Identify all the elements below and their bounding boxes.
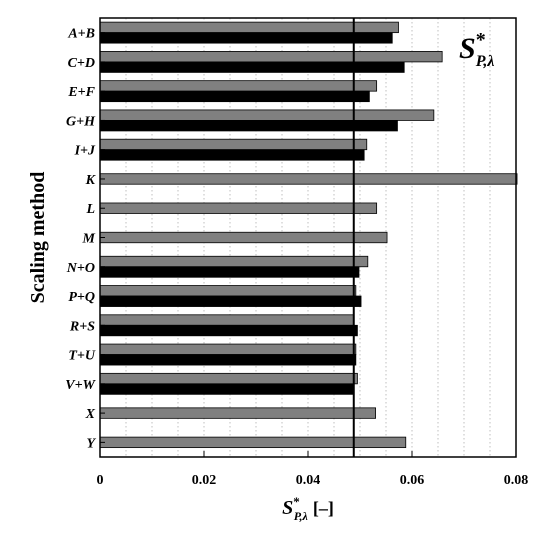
x-tick-label: 0 <box>97 473 104 488</box>
bar-series-1 <box>99 407 377 419</box>
bar-series-1 <box>99 173 518 185</box>
chart-annotation: S* P,λ <box>459 29 495 70</box>
bar-series-2 <box>99 61 405 73</box>
y-category-label: N+O <box>66 261 95 276</box>
bar-series-2 <box>99 149 365 161</box>
bar-series-1 <box>99 231 388 244</box>
bar-series-1 <box>99 372 358 385</box>
bar-series-1 <box>99 138 368 151</box>
y-category-label: P+Q <box>68 290 95 305</box>
x-axis-title-sub: P,λ <box>294 509 309 523</box>
y-category-labels: A+B C+D E+F G+H I+J KLM N+O P+Q R+S T+U V+W XY <box>65 27 105 451</box>
x-axis-title-unit: [–] <box>313 498 334 518</box>
y-category-label: I+J <box>74 144 96 159</box>
bar-series-2 <box>99 383 355 395</box>
annotation-sup: * <box>476 29 486 51</box>
bar-series-2 <box>99 90 370 103</box>
y-category-label: K <box>85 173 97 188</box>
x-axis-title: S* P,λ [–] <box>282 494 334 523</box>
x-ticks: 0 0.02 0.04 0.06 0.08 <box>97 451 529 488</box>
bar-series-1 <box>99 285 357 297</box>
x-tick-label: 0.02 <box>192 473 217 488</box>
y-category-label: T+U <box>68 349 96 364</box>
annotation-sub: P,λ <box>475 53 495 70</box>
bar-series-1 <box>99 51 443 63</box>
x-axis-title-main: S <box>282 497 293 519</box>
bars <box>99 21 518 449</box>
bar-series-1 <box>99 343 357 355</box>
annotation-main: S <box>459 32 476 65</box>
x-tick-label: 0.04 <box>296 473 321 488</box>
bar-series-1 <box>99 202 378 214</box>
bar-series-1 <box>99 314 355 326</box>
y-category-label: G+H <box>66 114 96 129</box>
bar-series-2 <box>99 266 360 278</box>
x-tick-label: 0.06 <box>400 473 425 488</box>
x-axis-title-sup: * <box>293 494 300 509</box>
bar-series-1 <box>99 436 407 449</box>
bar-series-1 <box>99 80 378 92</box>
y-category-label: R+S <box>69 319 95 334</box>
y-category-label: V+W <box>65 378 96 393</box>
bar-series-2 <box>99 324 358 337</box>
bar-series-1 <box>99 255 369 268</box>
x-tick-label: 0.08 <box>504 473 529 488</box>
y-category-label: M <box>82 232 96 247</box>
bar-series-2 <box>99 32 393 44</box>
y-category-label: L <box>85 202 95 217</box>
y-category-label: Y <box>86 436 96 451</box>
bar-series-2 <box>99 354 357 366</box>
bar-series-1 <box>99 109 435 121</box>
y-category-label: C+D <box>68 56 95 71</box>
y-category-label: A+B <box>67 27 95 42</box>
bar-series-2 <box>99 295 362 307</box>
y-category-label: X <box>85 407 96 422</box>
y-axis-title: Scaling method <box>27 172 49 304</box>
y-category-label: E+F <box>67 85 95 100</box>
